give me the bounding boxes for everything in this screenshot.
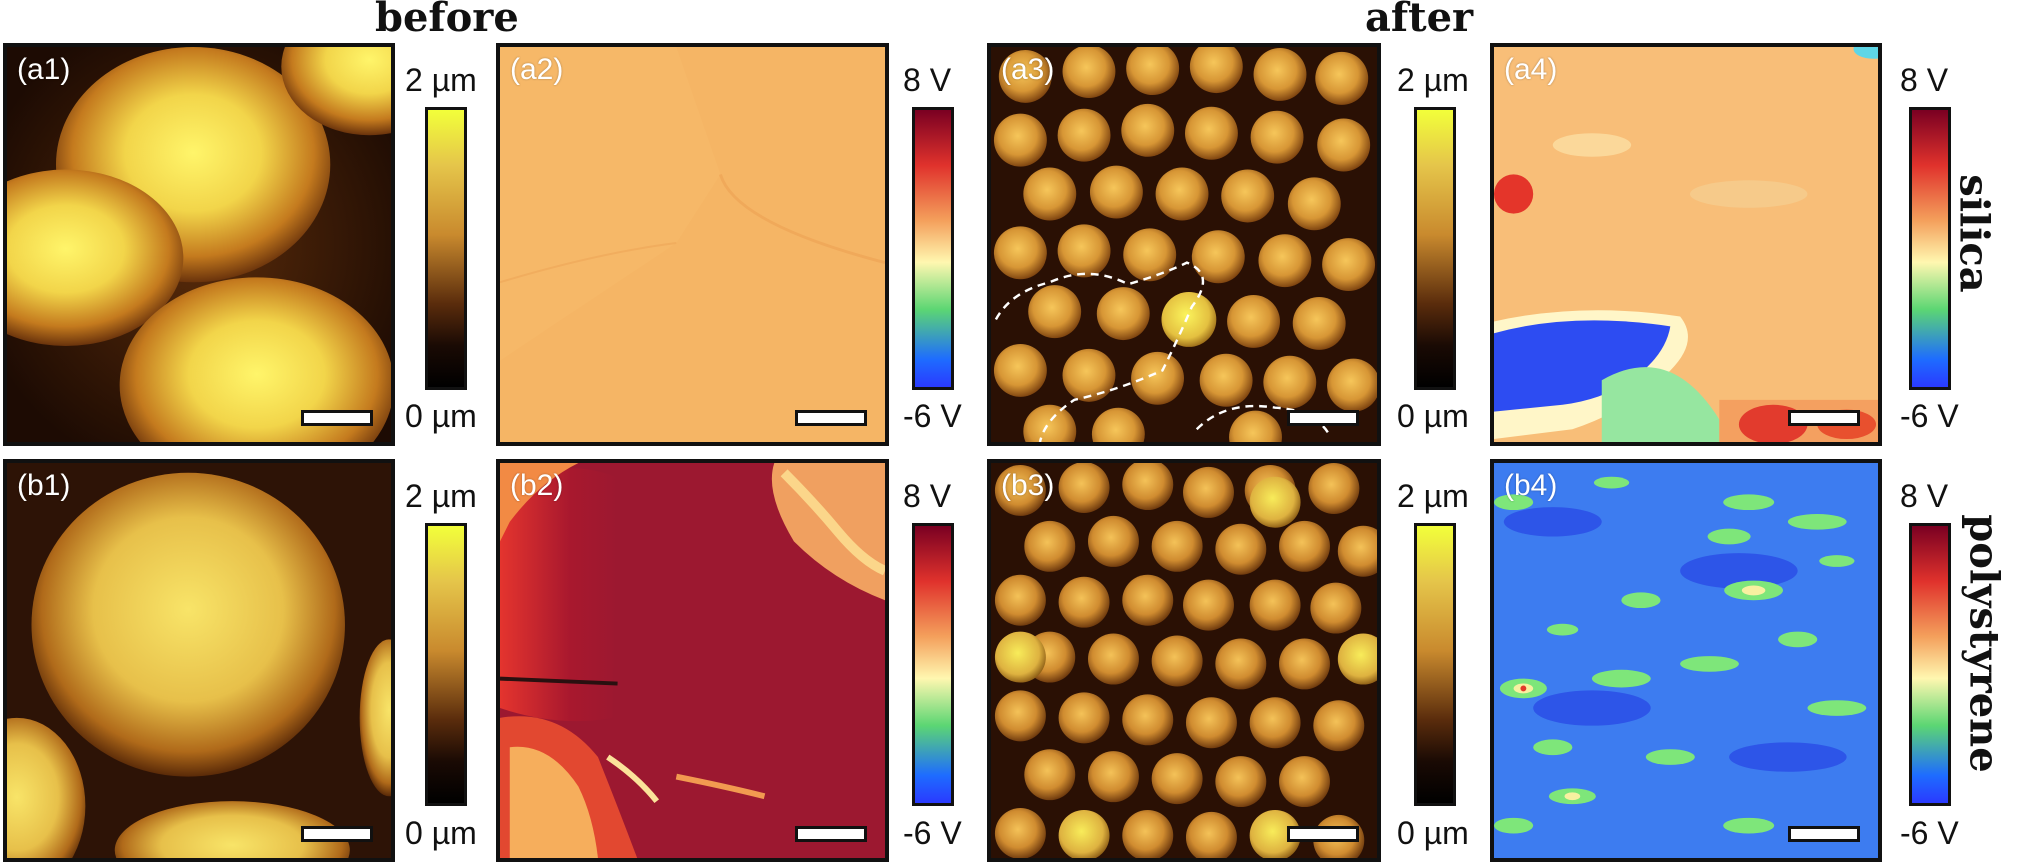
- colorbar-min-label: 0 µm: [1397, 815, 1469, 851]
- panel-b2-potential: (b2): [496, 459, 889, 862]
- colorbar-height: [1414, 107, 1456, 390]
- panel-a2-potential: (a2): [496, 43, 889, 446]
- colorbar-max-label: 8 V: [903, 62, 952, 98]
- colorbar-height: [425, 107, 467, 390]
- panel-b1-topography: (b1): [3, 459, 395, 862]
- scale-bar: [1788, 410, 1860, 426]
- colorbar-min-label: -6 V: [903, 398, 962, 434]
- panel-a3-label: (a3): [1001, 53, 1055, 86]
- panel-a2-image: [500, 47, 885, 442]
- colorbar-height: [425, 523, 467, 806]
- colorbar-min-label: -6 V: [1900, 398, 1959, 434]
- panel-b2-image: [500, 463, 885, 858]
- scale-bar: [1788, 826, 1860, 842]
- panel-b4-potential: (b4): [1490, 459, 1882, 862]
- colorbar-max-label: 8 V: [1900, 62, 1949, 98]
- panel-a2-label: (a2): [510, 53, 564, 86]
- panel-b1-image: [7, 463, 391, 858]
- colorbar-voltage: [912, 107, 954, 390]
- panel-a1-image: [7, 47, 391, 442]
- colorbar-max-label: 2 µm: [405, 478, 477, 514]
- panel-b1-label: (b1): [17, 469, 71, 502]
- panel-a4-image: [1494, 47, 1878, 442]
- scale-bar: [795, 826, 867, 842]
- scale-bar: [1287, 826, 1359, 842]
- colorbar-voltage: [912, 523, 954, 806]
- colorbar-max-label: 8 V: [1900, 478, 1949, 514]
- panel-b4-label: (b4): [1504, 469, 1558, 502]
- panel-a4-potential: (a4): [1490, 43, 1882, 446]
- colorbar-min-label: 0 µm: [405, 398, 477, 434]
- colorbar-height: [1414, 523, 1456, 806]
- panel-b3-label: (b3): [1001, 469, 1055, 502]
- panel-a4-label: (a4): [1504, 53, 1558, 86]
- panel-a3-image: [991, 47, 1377, 442]
- panel-a1-topography: (a1): [3, 43, 395, 446]
- scale-bar: [1287, 410, 1359, 426]
- scale-bar: [301, 410, 373, 426]
- colorbar-min-label: -6 V: [1900, 815, 1959, 851]
- row-label-silica: silica: [1950, 174, 1998, 293]
- scale-bar: [795, 410, 867, 426]
- panel-b4-image: [1494, 463, 1878, 858]
- colorbar-voltage: [1909, 107, 1951, 390]
- panel-a3-topography: (a3): [987, 43, 1381, 446]
- colorbar-min-label: 0 µm: [1397, 398, 1469, 434]
- panel-b2-label: (b2): [510, 469, 564, 502]
- colorbar-min-label: 0 µm: [405, 815, 477, 851]
- colorbar-max-label: 8 V: [903, 478, 952, 514]
- panel-a1-label: (a1): [17, 53, 71, 86]
- panel-b3-topography: (b3): [987, 459, 1381, 862]
- colorbar-voltage: [1909, 523, 1951, 806]
- header-before: before: [375, 0, 519, 41]
- colorbar-max-label: 2 µm: [1397, 478, 1469, 514]
- colorbar-max-label: 2 µm: [405, 62, 477, 98]
- header-after: after: [1365, 0, 1474, 41]
- colorbar-max-label: 2 µm: [1397, 62, 1469, 98]
- colorbar-min-label: -6 V: [903, 815, 962, 851]
- row-label-polystyrene: polystyrene: [1960, 514, 2008, 773]
- scale-bar: [301, 826, 373, 842]
- panel-b3-image: [991, 463, 1377, 858]
